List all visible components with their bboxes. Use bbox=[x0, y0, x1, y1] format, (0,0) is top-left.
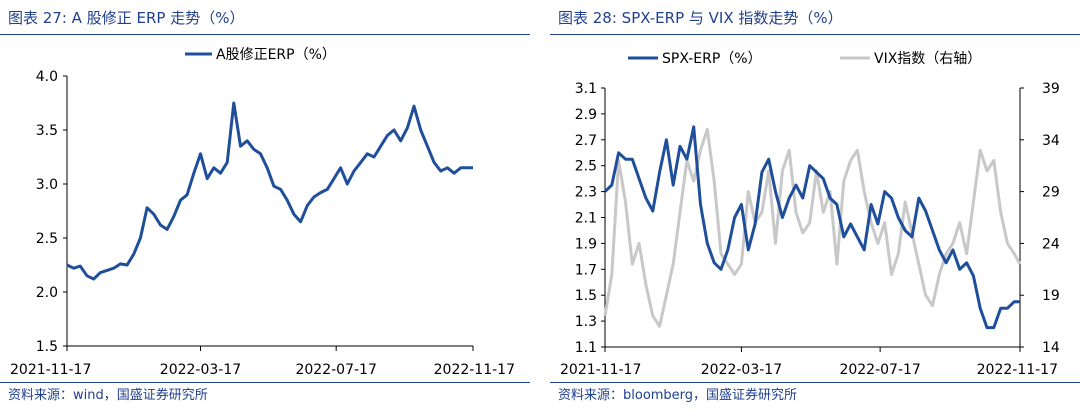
y-tick-label: 3.5 bbox=[36, 123, 58, 139]
spx-erp-vix-chart: 1.1 1.3 1.5 1.7 1.9 2.1 2.3 2.5 2.7 2.9 3.1 14 19 24 2… bbox=[560, 51, 1060, 378]
y-right-tick-label: 29 bbox=[1042, 185, 1060, 201]
x-tick-label: 2022-07-17 bbox=[839, 362, 920, 378]
x-tick-label: 2022-11-17 bbox=[977, 362, 1058, 378]
y-tick-label: 2.7 bbox=[575, 133, 597, 149]
x-tick-label: 2022-11-17 bbox=[434, 362, 515, 378]
y-tick-label: 2.1 bbox=[575, 211, 597, 227]
source-rule bbox=[550, 382, 1080, 383]
series-line-a-share-erp bbox=[66, 101, 473, 281]
y-tick-label: 2.5 bbox=[575, 159, 597, 175]
y-right-tick-label: 14 bbox=[1042, 340, 1060, 356]
y-right-tick-label: 39 bbox=[1042, 81, 1060, 97]
panel-a-share-erp: 图表 27: A 股修正 ERP 走势（%） 1.5 2.0 2.5 3.0 3.5 4.… bbox=[0, 0, 530, 418]
y-tick-label: 1.1 bbox=[575, 340, 597, 356]
title-rule bbox=[550, 34, 1080, 35]
series-line-spx-erp bbox=[603, 125, 1020, 330]
y-tick-label: 1.5 bbox=[36, 339, 58, 355]
x-tick-label: 2021-11-17 bbox=[560, 362, 641, 378]
title-rule bbox=[0, 34, 530, 35]
x-tick-label: 2022-03-17 bbox=[160, 362, 241, 378]
source-note-right: 资料来源：bloomberg，国盛证券研究所 bbox=[558, 388, 798, 403]
y-tick-label: 1.9 bbox=[575, 236, 597, 252]
y-right-tick-label: 34 bbox=[1042, 133, 1060, 149]
x-tick-label: 2022-03-17 bbox=[701, 362, 782, 378]
source-rule bbox=[0, 382, 530, 383]
y-tick-label: 2.3 bbox=[575, 185, 597, 201]
y-right-tick-label: 24 bbox=[1042, 236, 1060, 252]
y-tick-label: 1.5 bbox=[575, 288, 597, 304]
x-tick-label: 2021-11-17 bbox=[10, 362, 91, 378]
source-note-left: 资料来源：wind，国盛证券研究所 bbox=[8, 388, 208, 403]
figure-27-title: 图表 27: A 股修正 ERP 走势（%） bbox=[8, 9, 245, 27]
y-tick-label: 4.0 bbox=[36, 69, 58, 85]
figure-28-title: 图表 28: SPX-ERP 与 VIX 指数走势（%） bbox=[558, 9, 843, 27]
legend-label-spx-erp: SPX-ERP（%） bbox=[662, 51, 762, 67]
legend-label-vix: VIX指数（右轴） bbox=[874, 51, 981, 67]
y-tick-label: 3.0 bbox=[36, 177, 58, 193]
legend-label: A股修正ERP（%） bbox=[216, 47, 336, 63]
panel-spx-erp-vix: 图表 28: SPX-ERP 与 VIX 指数走势（%） 1.1 1.3 1.5 1.… bbox=[550, 0, 1080, 418]
y-tick-label: 2.0 bbox=[36, 285, 58, 301]
y-tick-label: 1.7 bbox=[575, 262, 597, 278]
y-tick-label: 2.5 bbox=[36, 231, 58, 247]
x-tick-label: 2022-07-17 bbox=[295, 362, 376, 378]
y-tick-label: 2.9 bbox=[575, 107, 597, 123]
series-line-vix bbox=[603, 127, 1022, 328]
y-tick-label: 1.3 bbox=[575, 314, 597, 330]
y-right-tick-label: 19 bbox=[1042, 288, 1060, 304]
y-tick-label: 3.1 bbox=[575, 81, 597, 97]
a-share-erp-chart: 1.5 2.0 2.5 3.0 3.5 4.0 2021-11-17 2022-03-17 20… bbox=[10, 47, 515, 378]
